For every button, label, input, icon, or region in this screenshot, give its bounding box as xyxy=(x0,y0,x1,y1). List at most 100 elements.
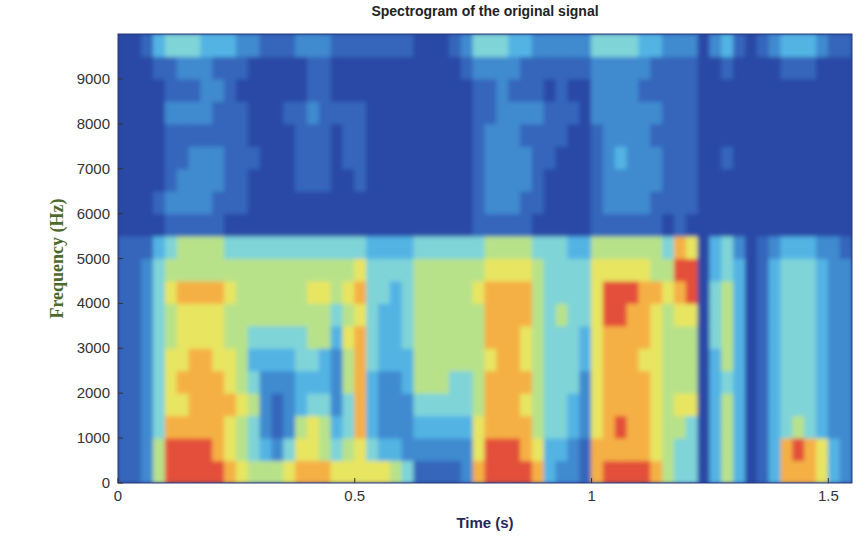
cell xyxy=(354,213,367,236)
cell xyxy=(331,213,344,236)
cell xyxy=(177,325,190,348)
cell xyxy=(650,370,663,393)
cell xyxy=(295,34,308,57)
cell xyxy=(567,303,580,326)
cell xyxy=(496,370,509,393)
cell xyxy=(721,34,734,57)
cell xyxy=(638,325,651,348)
cell xyxy=(532,168,545,191)
cell xyxy=(591,370,604,393)
cell xyxy=(674,303,687,326)
cell xyxy=(331,191,344,214)
cell xyxy=(295,123,308,146)
y-tick xyxy=(118,213,123,214)
cell xyxy=(319,348,332,371)
cell xyxy=(816,438,829,461)
cell xyxy=(556,236,569,259)
cell xyxy=(271,146,284,169)
cell xyxy=(567,348,580,371)
cell xyxy=(721,236,734,259)
cell xyxy=(129,56,142,79)
cell xyxy=(153,123,166,146)
cell xyxy=(295,191,308,214)
cell xyxy=(792,325,805,348)
y-tick-label: 6000 xyxy=(77,205,110,222)
cell xyxy=(804,393,817,416)
cell xyxy=(153,191,166,214)
cell xyxy=(508,460,521,483)
cell xyxy=(709,438,722,461)
cell xyxy=(638,191,651,214)
cell xyxy=(413,191,426,214)
cell xyxy=(556,370,569,393)
cell xyxy=(579,303,592,326)
cell xyxy=(840,213,852,236)
cell xyxy=(496,460,509,483)
cell xyxy=(425,303,438,326)
cell xyxy=(508,370,521,393)
cell xyxy=(709,34,722,57)
cell xyxy=(698,438,711,461)
cell xyxy=(236,191,249,214)
cell xyxy=(390,123,403,146)
cell xyxy=(473,258,486,281)
cell xyxy=(129,101,142,124)
y-tick xyxy=(118,483,123,484)
cell xyxy=(780,123,793,146)
x-tick-label: 1.5 xyxy=(818,487,839,504)
cell xyxy=(189,438,202,461)
cell xyxy=(780,348,793,371)
cell xyxy=(638,280,651,303)
cell xyxy=(118,370,130,393)
cell xyxy=(520,460,533,483)
cell xyxy=(544,34,557,57)
cell xyxy=(544,191,557,214)
cell xyxy=(709,393,722,416)
cell xyxy=(402,34,415,57)
cell xyxy=(496,438,509,461)
cell xyxy=(496,78,509,101)
cell xyxy=(650,191,663,214)
cell xyxy=(496,393,509,416)
cell xyxy=(745,101,758,124)
cell xyxy=(745,146,758,169)
cell xyxy=(520,213,533,236)
cell xyxy=(437,303,450,326)
cell xyxy=(840,56,852,79)
cell xyxy=(260,370,273,393)
cell xyxy=(698,415,711,438)
y-tick-label: 5000 xyxy=(77,250,110,267)
cell xyxy=(745,168,758,191)
cell xyxy=(674,213,687,236)
cell xyxy=(449,101,462,124)
cell xyxy=(248,303,261,326)
cell xyxy=(461,56,474,79)
cell xyxy=(390,393,403,416)
cell xyxy=(390,101,403,124)
cell xyxy=(485,146,498,169)
cell xyxy=(650,325,663,348)
cell xyxy=(721,146,734,169)
cell xyxy=(449,236,462,259)
cell xyxy=(615,236,628,259)
cell xyxy=(615,348,628,371)
cell xyxy=(615,191,628,214)
cell xyxy=(627,415,640,438)
cell xyxy=(591,438,604,461)
cell xyxy=(129,146,142,169)
cell xyxy=(769,438,782,461)
cell xyxy=(177,56,190,79)
cell xyxy=(153,168,166,191)
cell xyxy=(745,280,758,303)
cell xyxy=(532,236,545,259)
cell xyxy=(792,191,805,214)
cell xyxy=(615,146,628,169)
y-tick xyxy=(118,348,123,349)
cell xyxy=(271,370,284,393)
cell xyxy=(567,101,580,124)
cell xyxy=(283,236,296,259)
cell xyxy=(579,146,592,169)
cell xyxy=(319,415,332,438)
cell xyxy=(212,393,225,416)
cell xyxy=(556,415,569,438)
